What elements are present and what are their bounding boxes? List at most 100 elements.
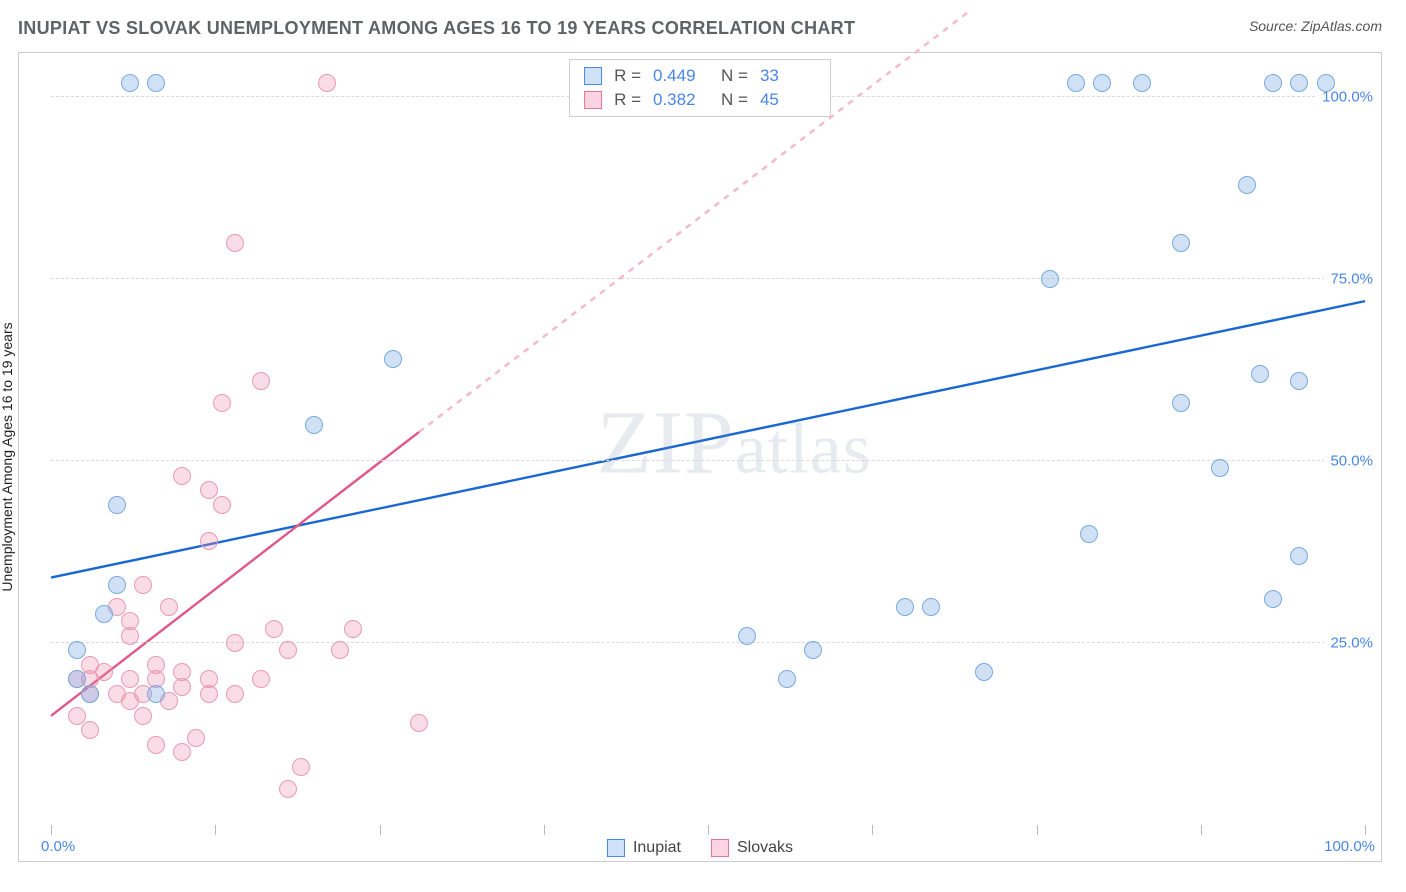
scatter-point-inupiat	[68, 641, 86, 659]
scatter-point-inupiat	[1290, 74, 1308, 92]
scatter-point-inupiat	[1317, 74, 1335, 92]
scatter-point-slovaks	[95, 663, 113, 681]
scatter-point-inupiat	[1264, 590, 1282, 608]
scatter-point-inupiat	[108, 576, 126, 594]
legend-item: Inupiat	[607, 839, 681, 857]
scatter-point-inupiat	[1133, 74, 1151, 92]
scatter-point-inupiat	[896, 598, 914, 616]
legend-series-label: Inupiat	[633, 839, 681, 857]
source-label: Source: ZipAtlas.com	[1249, 18, 1382, 34]
series-legend: Inupiat Slovaks	[607, 839, 793, 857]
scatter-point-slovaks	[81, 721, 99, 739]
y-tick-label: 50.0%	[1324, 453, 1373, 470]
scatter-point-slovaks	[173, 467, 191, 485]
scatter-point-inupiat	[922, 598, 940, 616]
scatter-point-slovaks	[331, 641, 349, 659]
scatter-point-inupiat	[1290, 372, 1308, 390]
scatter-point-slovaks	[265, 620, 283, 638]
chart-title: INUPIAT VS SLOVAK UNEMPLOYMENT AMONG AGE…	[18, 18, 855, 39]
scatter-point-slovaks	[200, 532, 218, 550]
legend-item: Slovaks	[711, 839, 793, 857]
scatter-point-slovaks	[252, 670, 270, 688]
scatter-point-slovaks	[292, 758, 310, 776]
scatter-point-slovaks	[121, 692, 139, 710]
correlation-stats-box: R = 0.449 N = 33 R = 0.382 N = 45	[569, 59, 831, 117]
scatter-point-inupiat	[1264, 74, 1282, 92]
n-value: 33	[760, 66, 816, 86]
scatter-point-inupiat	[1211, 459, 1229, 477]
scatter-point-inupiat	[1238, 176, 1256, 194]
legend-swatch-icon	[584, 91, 602, 109]
scatter-point-slovaks	[147, 736, 165, 754]
scatter-point-inupiat	[1172, 394, 1190, 412]
scatter-point-inupiat	[384, 350, 402, 368]
y-tick-label: 25.0%	[1324, 635, 1373, 652]
scatter-point-inupiat	[1093, 74, 1111, 92]
scatter-point-inupiat	[778, 670, 796, 688]
scatter-point-slovaks	[226, 685, 244, 703]
scatter-point-slovaks	[68, 707, 86, 725]
scatter-point-slovaks	[226, 634, 244, 652]
scatter-point-slovaks	[147, 656, 165, 674]
scatter-point-slovaks	[200, 685, 218, 703]
scatter-point-slovaks	[279, 780, 297, 798]
scatter-point-inupiat	[1172, 234, 1190, 252]
trend-line	[51, 301, 1365, 577]
r-value: 0.382	[653, 90, 709, 110]
scatter-point-inupiat	[81, 685, 99, 703]
scatter-point-slovaks	[173, 743, 191, 761]
y-tick-label: 75.0%	[1324, 271, 1373, 288]
x-axis-max-label: 100.0%	[1324, 838, 1375, 855]
chart-container: Unemployment Among Ages 16 to 19 years Z…	[18, 52, 1382, 862]
legend-swatch-icon	[711, 839, 729, 857]
scatter-point-inupiat	[1067, 74, 1085, 92]
scatter-point-inupiat	[1080, 525, 1098, 543]
scatter-point-slovaks	[226, 234, 244, 252]
scatter-point-slovaks	[279, 641, 297, 659]
scatter-point-slovaks	[213, 496, 231, 514]
scatter-point-slovaks	[318, 74, 336, 92]
gridline	[51, 278, 1365, 279]
scatter-point-slovaks	[121, 670, 139, 688]
scatter-point-inupiat	[147, 74, 165, 92]
x-tick-mark	[1365, 825, 1366, 835]
scatter-point-slovaks	[213, 394, 231, 412]
scatter-point-slovaks	[252, 372, 270, 390]
stat-row: R = 0.382 N = 45	[584, 88, 816, 112]
trendline-layer	[51, 61, 1365, 825]
scatter-point-inupiat	[1251, 365, 1269, 383]
stat-row: R = 0.449 N = 33	[584, 64, 816, 88]
legend-swatch-icon	[607, 839, 625, 857]
r-label: R =	[614, 90, 641, 110]
scatter-point-slovaks	[187, 729, 205, 747]
scatter-point-inupiat	[68, 670, 86, 688]
scatter-point-inupiat	[975, 663, 993, 681]
scatter-point-slovaks	[134, 707, 152, 725]
r-label: R =	[614, 66, 641, 86]
scatter-point-slovaks	[200, 481, 218, 499]
scatter-point-inupiat	[804, 641, 822, 659]
scatter-point-inupiat	[147, 685, 165, 703]
scatter-point-inupiat	[95, 605, 113, 623]
y-axis-label: Unemployment Among Ages 16 to 19 years	[0, 322, 15, 591]
gridline	[51, 460, 1365, 461]
legend-swatch-icon	[584, 67, 602, 85]
gridline	[51, 642, 1365, 643]
scatter-point-inupiat	[1041, 270, 1059, 288]
scatter-point-slovaks	[121, 627, 139, 645]
x-axis-min-label: 0.0%	[41, 838, 75, 855]
scatter-point-inupiat	[738, 627, 756, 645]
scatter-point-slovaks	[173, 678, 191, 696]
n-label: N =	[721, 66, 748, 86]
scatter-point-inupiat	[305, 416, 323, 434]
scatter-point-inupiat	[108, 496, 126, 514]
scatter-point-slovaks	[134, 576, 152, 594]
scatter-point-slovaks	[410, 714, 428, 732]
scatter-point-inupiat	[121, 74, 139, 92]
n-value: 45	[760, 90, 816, 110]
scatter-point-slovaks	[160, 598, 178, 616]
legend-series-label: Slovaks	[737, 839, 793, 857]
r-value: 0.449	[653, 66, 709, 86]
n-label: N =	[721, 90, 748, 110]
scatter-point-inupiat	[1290, 547, 1308, 565]
